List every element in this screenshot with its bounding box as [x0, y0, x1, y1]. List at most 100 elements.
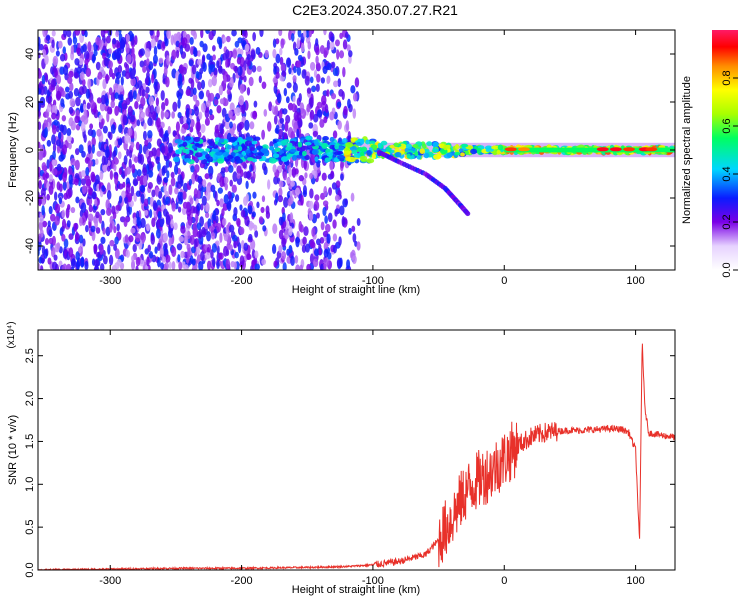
y-tick-label: 1.0: [24, 477, 36, 492]
noise-blob: [223, 75, 227, 84]
noise-blob: [322, 65, 328, 75]
noise-blob: [48, 229, 53, 237]
noise-blob: [177, 111, 182, 119]
noise-blob: [96, 97, 102, 104]
noise-blob: [143, 122, 147, 130]
noise-blob: [256, 201, 260, 209]
noise-blob: [329, 161, 334, 171]
noise-blob: [237, 65, 243, 77]
noise-blob: [38, 233, 42, 243]
noise-blob: [213, 99, 219, 106]
noise-blob: [114, 248, 120, 259]
noise-blob: [172, 101, 178, 112]
noise-blob: [197, 50, 201, 57]
noise-blob: [61, 90, 66, 98]
noise-blob: [223, 176, 229, 184]
y-tick-label: 20: [24, 96, 36, 108]
carrier-blob: [229, 137, 236, 143]
y-tick-label: 0: [24, 147, 36, 153]
noise-blob: [142, 174, 148, 186]
y-tick-label: 2.5: [24, 348, 36, 363]
noise-blob: [239, 83, 245, 94]
noise-blob: [95, 211, 100, 219]
noise-blob: [344, 198, 348, 206]
noise-blob: [45, 34, 51, 41]
carrier-blob: [194, 142, 200, 147]
noise-blob: [334, 39, 340, 47]
noise-blob: [73, 87, 80, 97]
noise-blob: [282, 171, 288, 181]
snr-x-axis-label: Height of straight line (km): [292, 584, 420, 596]
noise-blob: [80, 178, 87, 186]
carrier-peak: [596, 147, 609, 152]
noise-blob: [141, 89, 146, 97]
noise-blob: [219, 198, 224, 208]
noise-blob: [87, 78, 92, 89]
noise-blob: [219, 98, 225, 105]
noise-blob: [109, 223, 113, 233]
noise-blob: [258, 216, 264, 224]
noise-blob: [113, 163, 117, 172]
noise-blob: [323, 116, 328, 124]
noise-blob: [201, 230, 207, 238]
noise-blob: [161, 101, 166, 112]
noise-blob: [303, 159, 307, 170]
noise-blob: [181, 37, 188, 46]
snr-y-multiplier: (x10⁴): [6, 321, 17, 348]
noise-blob: [80, 105, 85, 113]
noise-blob: [288, 244, 293, 254]
noise-blob: [134, 35, 138, 46]
noise-blob: [166, 55, 170, 66]
noise-blob: [332, 244, 337, 254]
carrier-blob: [394, 146, 400, 153]
noise-blob: [108, 254, 114, 266]
noise-blob: [146, 256, 150, 267]
noise-blob: [323, 257, 330, 267]
noise-blob: [285, 57, 292, 68]
noise-blob: [176, 90, 180, 98]
noise-blob: [215, 215, 219, 224]
colorbar-label: Normalized spectral amplitude: [681, 76, 693, 224]
noise-blob: [85, 178, 92, 187]
noise-blob: [246, 253, 252, 260]
noise-blob: [229, 179, 233, 187]
noise-blob: [114, 174, 119, 186]
noise-blob: [69, 82, 74, 92]
noise-blob: [314, 194, 320, 201]
noise-blob: [91, 137, 96, 147]
noise-blob: [114, 156, 118, 163]
noise-blob: [283, 132, 288, 140]
noise-blob: [67, 204, 71, 211]
noise-blob: [156, 30, 160, 38]
noise-blob: [251, 65, 257, 73]
noise-blob: [142, 130, 147, 141]
noise-blob: [122, 103, 128, 110]
noise-blob: [68, 106, 74, 114]
noise-blob: [278, 187, 283, 198]
noise-blob: [112, 211, 117, 220]
noise-blob: [165, 215, 171, 226]
noise-blob: [70, 258, 77, 269]
noise-blob: [225, 59, 229, 68]
noise-blob: [139, 184, 145, 193]
noise-blob: [109, 215, 114, 225]
noise-blob: [74, 58, 80, 66]
noise-blob: [108, 108, 113, 115]
noise-blob: [152, 200, 157, 211]
noise-blob: [78, 216, 83, 227]
noise-blob: [140, 193, 145, 204]
noise-blob: [174, 187, 179, 195]
noise-blob: [127, 105, 133, 117]
noise-blob: [153, 45, 158, 56]
noise-blob: [249, 163, 253, 173]
noise-blob: [339, 205, 345, 216]
noise-blob: [204, 117, 210, 126]
noise-blob: [183, 235, 189, 246]
noise-blob: [316, 109, 323, 118]
colorbar-tick-label: 0.8: [721, 70, 733, 85]
noise-blob: [136, 216, 141, 227]
y-tick-label: 40: [24, 48, 36, 60]
noise-blob: [268, 101, 273, 112]
noise-blob: [221, 107, 227, 118]
carrier-blob: [423, 152, 430, 159]
